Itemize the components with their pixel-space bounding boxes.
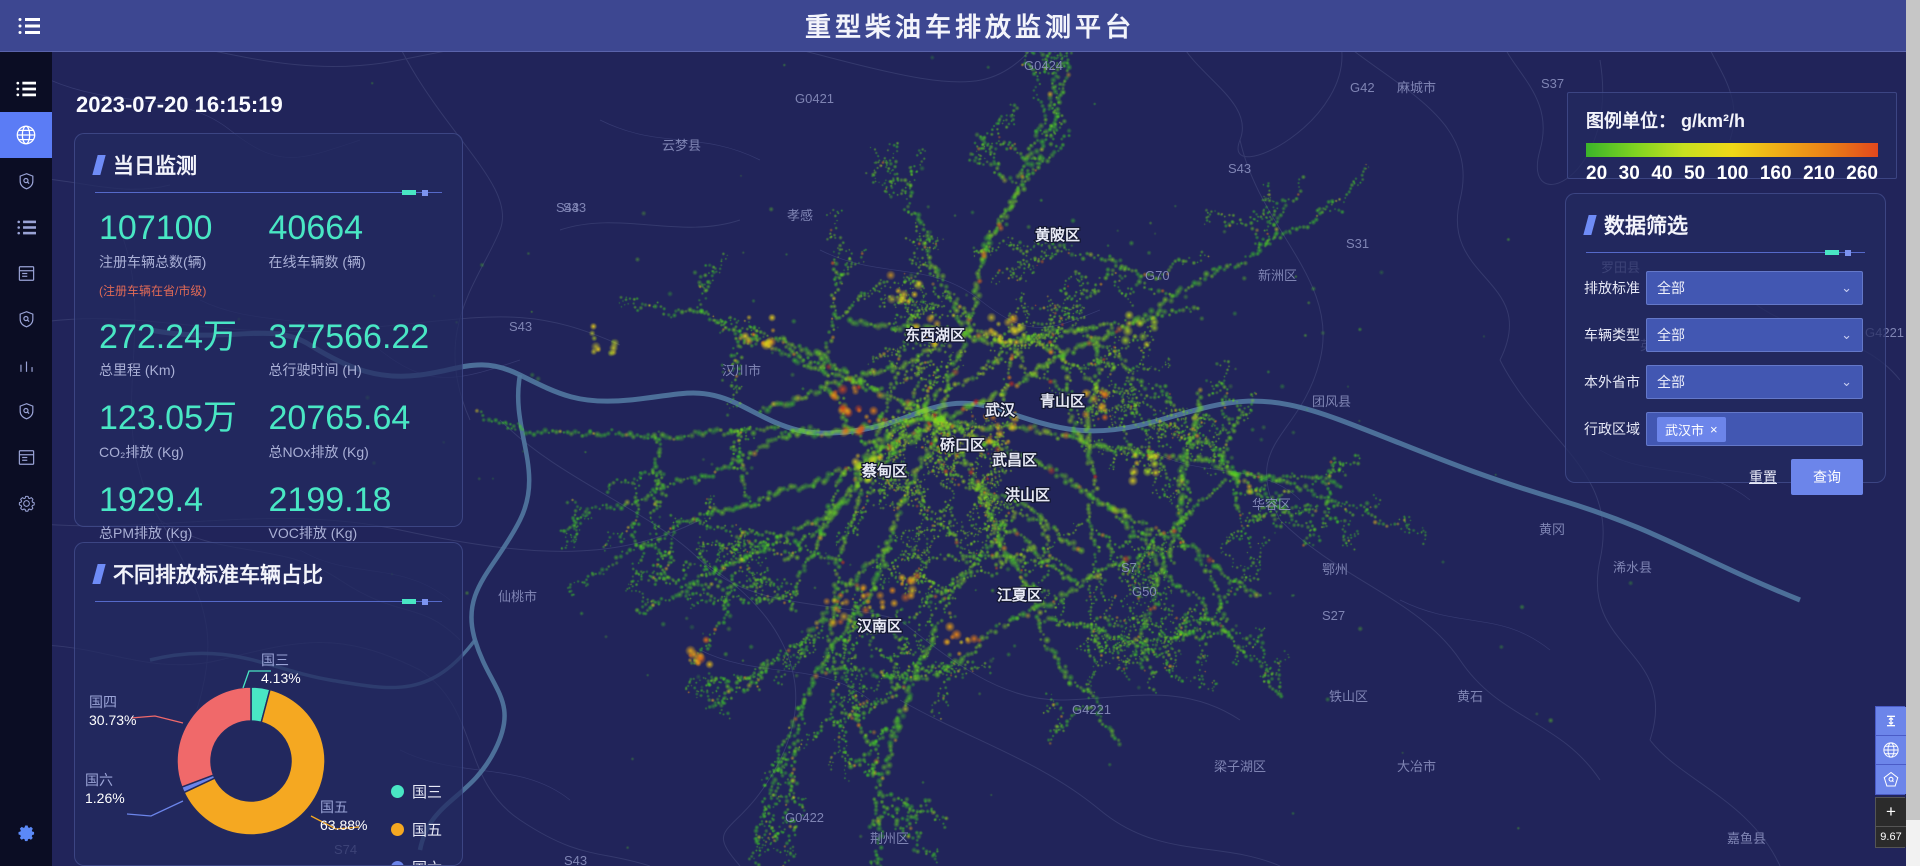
- svg-text:新洲区: 新洲区: [1258, 268, 1297, 283]
- svg-text:荆州区: 荆州区: [870, 831, 909, 846]
- svg-text:鄂州: 鄂州: [1322, 562, 1348, 577]
- svg-text:S43: S43: [556, 200, 579, 215]
- svg-text:S31: S31: [1346, 236, 1369, 251]
- svg-text:大冶市: 大冶市: [1397, 759, 1436, 774]
- svg-text:G4221: G4221: [1072, 702, 1111, 717]
- svg-text:G70: G70: [1145, 268, 1170, 283]
- svg-text:G0422: G0422: [785, 810, 824, 825]
- svg-text:江夏区: 江夏区: [997, 586, 1042, 604]
- svg-text:华容区: 华容区: [1252, 497, 1291, 512]
- svg-text:硚口区: 硚口区: [940, 437, 985, 454]
- svg-text:仙桃市: 仙桃市: [498, 589, 537, 604]
- svg-text:武昌区: 武昌区: [992, 451, 1037, 469]
- svg-text:G42: G42: [1350, 80, 1375, 95]
- svg-text:浠水县: 浠水县: [1613, 560, 1652, 575]
- svg-text:嘉鱼县: 嘉鱼县: [1727, 831, 1766, 846]
- svg-text:云梦县: 云梦县: [662, 138, 701, 153]
- svg-text:S27: S27: [1322, 608, 1345, 623]
- svg-text:黄石: 黄石: [1457, 689, 1483, 704]
- svg-text:S43: S43: [509, 319, 532, 334]
- svg-text:S7: S7: [1121, 560, 1137, 575]
- svg-text:武汉: 武汉: [985, 401, 1016, 419]
- svg-text:东西湖区: 东西湖区: [905, 326, 965, 344]
- svg-text:麻城市: 麻城市: [1397, 80, 1436, 95]
- svg-text:洪山区: 洪山区: [1005, 487, 1050, 504]
- svg-text:梁子湖区: 梁子湖区: [1214, 759, 1266, 774]
- svg-text:S37: S37: [1541, 76, 1564, 91]
- svg-text:G0424: G0424: [1024, 58, 1063, 73]
- svg-text:团风县: 团风县: [1312, 394, 1351, 409]
- svg-text:S43: S43: [1228, 161, 1251, 176]
- svg-text:青山区: 青山区: [1040, 392, 1085, 410]
- svg-text:G0421: G0421: [795, 91, 834, 106]
- svg-text:S43: S43: [564, 853, 587, 866]
- svg-text:汉南区: 汉南区: [857, 617, 902, 635]
- svg-text:蔡甸区: 蔡甸区: [861, 462, 907, 480]
- svg-text:黄冈: 黄冈: [1539, 522, 1565, 537]
- svg-text:G50: G50: [1132, 584, 1157, 599]
- svg-text:铁山区: 铁山区: [1329, 689, 1368, 704]
- svg-text:黄陂区: 黄陂区: [1035, 226, 1080, 244]
- svg-text:孝感: 孝感: [787, 208, 813, 223]
- svg-text:汉川市: 汉川市: [722, 363, 761, 378]
